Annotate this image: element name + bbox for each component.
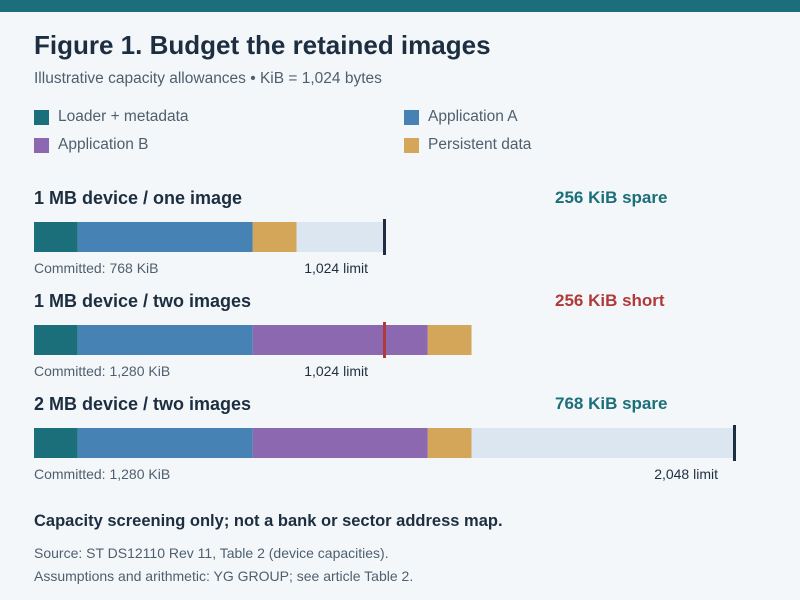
panel-title: 1 MB device / two images — [34, 291, 252, 311]
legend-item-loader: Loader + metadata — [34, 108, 189, 126]
bar-segment-app-b — [252, 325, 428, 355]
bar-segment-persistent — [427, 325, 472, 355]
legend-swatch-loader — [34, 109, 49, 125]
bar-segment-loader — [34, 325, 78, 355]
bar-segment-loader — [34, 222, 78, 252]
legend-label: Loader + metadata — [58, 108, 189, 125]
committed-label: Committed: 1,280 KiB — [34, 363, 171, 379]
figure-subtitle: Illustrative capacity allowances • KiB =… — [34, 70, 382, 87]
bar-segment-app-a — [77, 222, 253, 252]
bar-segment-app-b — [252, 428, 428, 458]
limit-label: 2,048 limit — [654, 466, 718, 482]
panel-status: 256 KiB spare — [555, 188, 668, 207]
stacked-bar-chart — [34, 425, 736, 461]
legend-swatch-app-a — [404, 109, 419, 125]
legend-label: Persistent data — [428, 136, 532, 153]
bar-segment-persistent — [252, 222, 297, 252]
legend-item-app-b: Application B — [34, 136, 148, 154]
limit-marker — [383, 219, 386, 255]
bar-segment-loader — [34, 428, 78, 458]
bar-segment-app-a — [77, 428, 253, 458]
legend-item-persistent: Persistent data — [404, 136, 531, 154]
limit-label: 1,024 limit — [304, 260, 368, 276]
stacked-bar-chart — [34, 322, 472, 358]
legend-swatch-app-b — [34, 137, 49, 153]
committed-label: Committed: 768 KiB — [34, 260, 159, 276]
bar-segment-persistent — [427, 428, 472, 458]
source-line: Assumptions and arithmetic: YG GROUP; se… — [34, 568, 414, 584]
limit-marker — [383, 322, 386, 358]
figure-title: Figure 1. Budget the retained images — [34, 30, 491, 60]
limit-marker — [733, 425, 736, 461]
limit-label: 1,024 limit — [304, 363, 368, 379]
top-accent-bar — [0, 0, 800, 12]
stacked-bar-chart — [34, 219, 386, 255]
legend-label: Application A — [428, 108, 518, 125]
panel-status: 768 KiB spare — [555, 394, 668, 413]
bar-segment-app-a — [77, 325, 253, 355]
legend-item-app-a: Application A — [404, 108, 518, 126]
panel-status: 256 KiB short — [555, 291, 665, 310]
legend-label: Application B — [58, 136, 149, 153]
legend-swatch-persistent — [404, 137, 419, 153]
panel-title: 1 MB device / one image — [34, 188, 243, 208]
chart-note: Capacity screening only; not a bank or s… — [34, 512, 503, 530]
committed-label: Committed: 1,280 KiB — [34, 466, 171, 482]
panel-title: 2 MB device / two images — [34, 394, 252, 414]
source-line: Source: ST DS12110 Rev 11, Table 2 (devi… — [34, 545, 389, 561]
